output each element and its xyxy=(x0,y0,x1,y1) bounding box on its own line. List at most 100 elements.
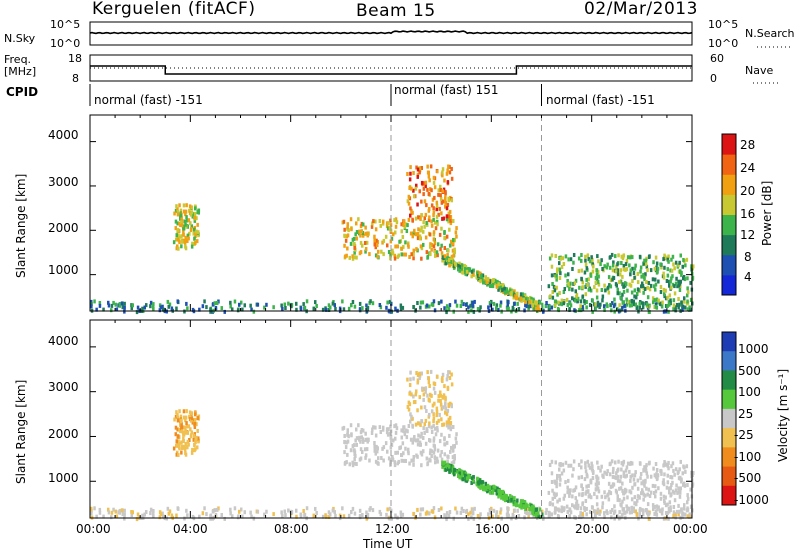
velocity-echo-cell xyxy=(609,491,613,496)
power-echo-cell xyxy=(443,246,446,250)
velocity-echo-cell xyxy=(680,507,683,512)
power-echo-cell xyxy=(435,200,439,205)
plot-frames xyxy=(89,21,790,519)
power-echo-cell xyxy=(455,303,459,308)
power-echo-cell xyxy=(618,303,621,308)
power-echo-cell xyxy=(604,288,607,293)
velocity-echo-cell xyxy=(573,487,577,492)
velocity-echo-cell xyxy=(628,489,631,494)
power-echo-cell xyxy=(233,299,237,304)
velocity-echo-cell xyxy=(594,487,598,492)
velocity-echo-cell xyxy=(629,490,633,495)
velocity-echo-cell xyxy=(525,507,529,511)
velocity-echo-cell xyxy=(581,514,585,519)
velocity-echo-cell xyxy=(551,502,555,507)
velocity-echo-cell xyxy=(577,475,581,480)
power-echo-cell xyxy=(490,279,493,284)
velocity-echo-cell xyxy=(145,510,148,514)
power-echo-cell xyxy=(594,302,597,307)
velocity-echo-cell xyxy=(535,513,538,518)
velocity-echo-cell xyxy=(467,512,470,517)
velocity-echo-cell xyxy=(418,440,422,445)
power-echo-cell xyxy=(632,299,635,304)
power-echo-cell xyxy=(467,305,470,310)
power-echo-cell xyxy=(186,224,189,229)
power-echo-cell xyxy=(446,256,449,261)
power-echo-cell xyxy=(406,223,409,228)
velocity-echo-cell xyxy=(440,406,444,411)
power-echo-cell xyxy=(528,300,531,305)
velocity-colorbar-swatch xyxy=(722,428,736,448)
power-echo-cell xyxy=(540,302,544,307)
power-echo-cell xyxy=(600,258,603,263)
velocity-echo-cell xyxy=(491,487,495,492)
velocity-echo-cell xyxy=(640,491,643,496)
xtick-1600: 16:00 xyxy=(475,522,510,536)
velocity-echo-cell xyxy=(424,389,427,394)
velocity-echo-cell xyxy=(372,425,375,430)
velocity-echo-cell xyxy=(597,465,600,470)
power-echo-cell xyxy=(569,303,573,308)
power-echo-cell xyxy=(394,217,398,222)
power-echo-cell xyxy=(452,253,455,258)
power-echo-cell xyxy=(414,216,418,221)
velocity-echo-cell xyxy=(414,422,418,427)
velocity-echo-cell xyxy=(353,448,356,453)
power-echo-cell xyxy=(437,301,441,306)
power-echo-cell xyxy=(415,165,418,170)
velocity-echo-cell xyxy=(692,471,695,475)
power-echo-cell xyxy=(428,304,431,309)
velocity-echo-cell xyxy=(432,438,436,443)
power-echo-cell xyxy=(616,268,620,273)
velocity-echo-cell xyxy=(430,430,434,434)
velocity-echo-cell xyxy=(431,403,435,408)
power-echo-cell xyxy=(688,307,691,312)
power-echo-cell xyxy=(346,225,349,230)
velocity-echo-cell xyxy=(460,474,463,478)
velocity-echo-cell xyxy=(653,491,656,495)
power-echo-cell xyxy=(185,203,188,208)
velocity-echo-cell xyxy=(624,468,628,473)
velocity-echo-cell xyxy=(656,473,660,478)
power-echo-cell xyxy=(443,306,446,311)
power-echo-cell xyxy=(531,303,534,308)
velocity-echo-cell xyxy=(454,436,458,441)
velocity-echo-cell xyxy=(583,506,586,510)
power-echo-cell xyxy=(670,276,673,281)
power-echo-cell xyxy=(432,217,435,222)
power-cb-tick-28: 28 xyxy=(740,138,756,152)
velocity-echo-cell xyxy=(611,474,615,479)
power-echo-cell xyxy=(554,254,557,258)
velocity-echo-cell xyxy=(453,468,457,473)
velocity-echo-cell xyxy=(355,427,358,432)
power-echo-cell xyxy=(488,279,492,284)
velocity-echo-cell xyxy=(437,418,440,423)
power-echo-cell xyxy=(631,266,634,271)
power-colorbar-swatch xyxy=(722,254,736,276)
power-echo-cell xyxy=(576,296,580,301)
velocity-echo-cell xyxy=(644,468,648,473)
power-echo-cell xyxy=(191,307,195,312)
power-echo-cell xyxy=(483,280,486,285)
power-echo-cell xyxy=(429,242,432,247)
velocity-echo-cell xyxy=(448,420,451,425)
power-echo-cell xyxy=(629,255,632,260)
velocity-echo-cell xyxy=(619,474,622,479)
power-echo-cell xyxy=(412,171,415,175)
power-echo-cell xyxy=(479,305,482,310)
velocity-echo-cell xyxy=(173,417,176,422)
velocity-echo-cell xyxy=(625,473,628,478)
power-echo-cell xyxy=(272,305,275,310)
power-echo-cell xyxy=(611,263,615,268)
velocity-echo-cell xyxy=(419,512,422,517)
power-echo-cell xyxy=(439,188,442,193)
power-echo-cell xyxy=(553,288,557,293)
power-echo-cell xyxy=(427,218,431,223)
velocity-echo-cell xyxy=(481,480,485,485)
velocity-echo-cell xyxy=(395,426,399,431)
velocity-echo-cell xyxy=(115,514,119,519)
power-echo-cell xyxy=(581,280,584,285)
freq-label: Freq. xyxy=(4,53,32,66)
velocity-echo-cell xyxy=(413,435,416,439)
power-echo-cell xyxy=(458,264,461,269)
